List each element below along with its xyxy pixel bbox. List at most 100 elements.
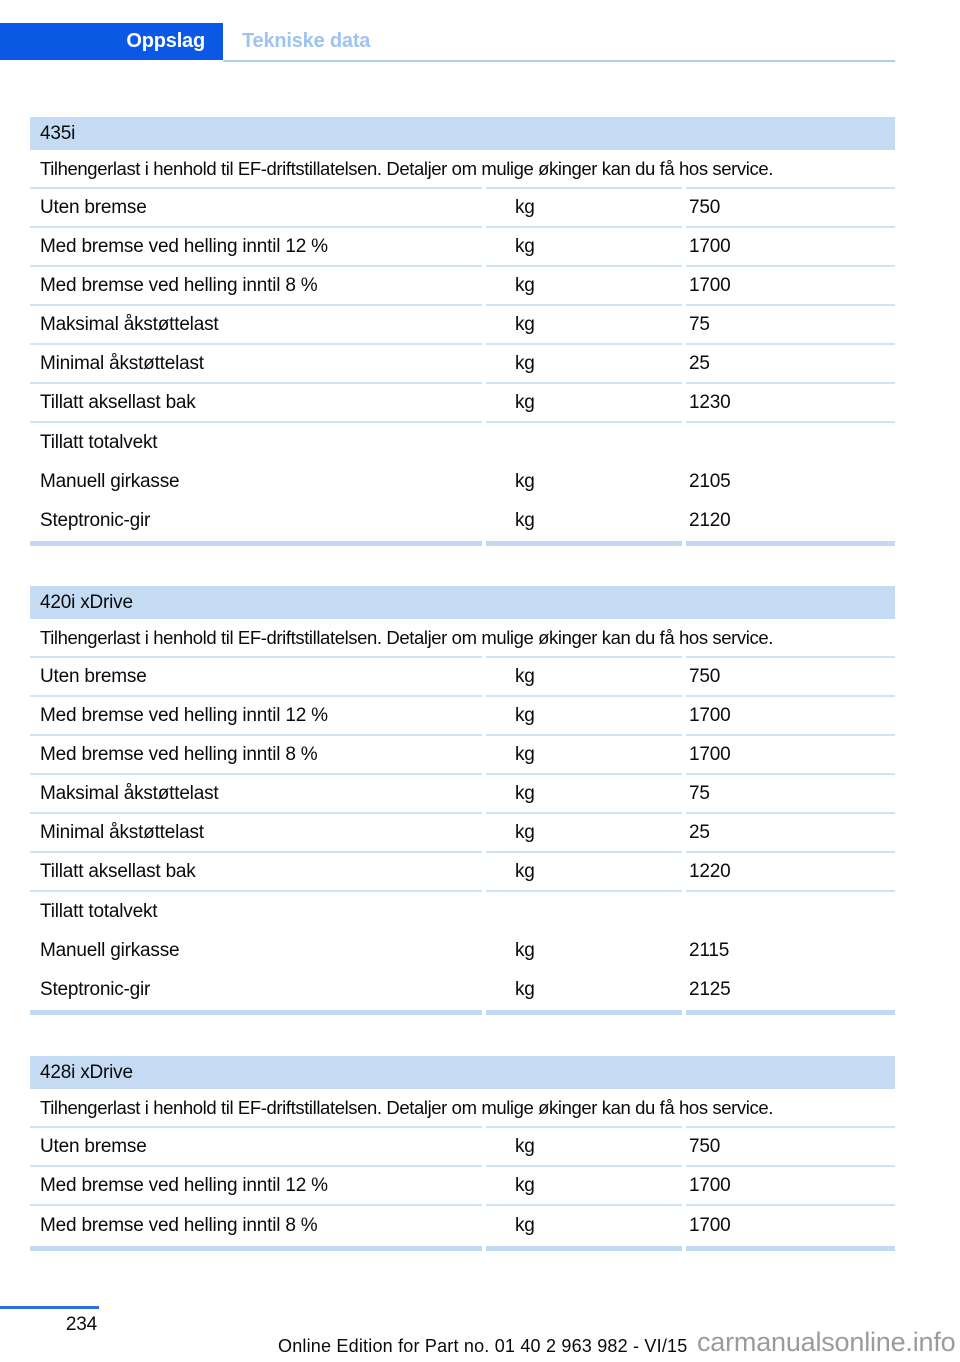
row-label: Tillatt totalvekt (40, 431, 158, 453)
row-value: 25 (686, 345, 895, 384)
table-title: 435i (30, 117, 895, 150)
page-number: 234 (65, 1314, 97, 1335)
row-value: 75 (686, 306, 895, 345)
row-label: Minimal åkstøttelast (30, 345, 482, 384)
table-intro-label: Tilhengerlast i henhold til EF-driftstil… (40, 626, 773, 648)
table-intro-row: Tilhengerlast i henhold til EF-driftstil… (30, 619, 895, 658)
table-end-bar-segment (686, 541, 895, 546)
table-intro-spacer (486, 1089, 682, 1128)
table-row: Uten bremse kg 750 (30, 189, 895, 228)
table-row: Med bremse ved helling inntil 12 % kg 1700 (30, 1167, 895, 1206)
watermark: carmanualsonline.info (697, 1327, 956, 1357)
tab-oppslag-label: Oppslag (126, 30, 205, 52)
table-row: Manuell girkasse kg 2115 (30, 931, 895, 970)
row-value: 1700 (686, 228, 895, 267)
table-row: Manuell girkasse kg 2105 (30, 462, 895, 501)
row-label: Uten bremse (30, 189, 482, 228)
section-title-tekniske-data: Tekniske data (242, 23, 370, 60)
table-intro-spacer (486, 150, 682, 189)
table-row: Minimal åkstøttelast kg 25 (30, 814, 895, 853)
row-unit: kg (486, 189, 682, 228)
row-value: 1700 (686, 697, 895, 736)
row-unit: kg (486, 1167, 682, 1206)
row-value: 1220 (686, 853, 895, 892)
row-value: 1230 (686, 384, 895, 423)
table-end-bar-segment (486, 541, 682, 546)
row-label: Maksimal åkstøttelast (30, 306, 482, 345)
row-value: 75 (686, 775, 895, 814)
table-row: Steptronic-gir kg 2125 (30, 970, 895, 1009)
row-unit: kg (486, 775, 682, 814)
table-end-bar-segment (686, 1246, 895, 1251)
row-value: 1700 (686, 1167, 895, 1206)
row-label: Manuell girkasse (40, 939, 180, 961)
row-label: Tillatt totalvekt (40, 900, 158, 922)
table-group-row: Tillatt totalvekt (30, 892, 895, 931)
row-value: 2120 (689, 509, 731, 531)
table-row: Maksimal åkstøttelast kg 75 (30, 306, 895, 345)
row-unit: kg (486, 306, 682, 345)
table-intro-row: Tilhengerlast i henhold til EF-driftstil… (30, 150, 895, 189)
table-end-bar-segment (30, 1246, 482, 1251)
table-row: Maksimal åkstøttelast kg 75 (30, 775, 895, 814)
row-label: Med bremse ved helling inntil 8 % (40, 1214, 318, 1236)
row-unit: kg (515, 939, 535, 961)
row-unit: kg (486, 384, 682, 423)
row-unit: kg (515, 509, 535, 531)
row-value (686, 423, 895, 462)
row-label: Med bremse ved helling inntil 12 % (30, 697, 482, 736)
row-label: Med bremse ved helling inntil 12 % (30, 1167, 482, 1206)
table-title: 420i xDrive (30, 586, 895, 619)
header-underline (223, 60, 895, 62)
row-label: Uten bremse (30, 1128, 482, 1167)
row-value: 750 (686, 1128, 895, 1167)
row-label: Tillatt aksellast bak (30, 384, 482, 423)
table-end-bar-segment (486, 1010, 682, 1015)
row-unit (486, 423, 682, 462)
row-label: Steptronic-gir (40, 509, 151, 531)
table-row: Uten bremse kg 750 (30, 1128, 895, 1167)
table-row: Med bremse ved helling inntil 12 % kg 1700 (30, 697, 895, 736)
row-unit: kg (515, 470, 535, 492)
table-end-bar-segment (30, 541, 482, 546)
table-group-row: Tillatt totalvekt (30, 423, 895, 462)
row-value: 2115 (689, 939, 730, 961)
row-value: 2105 (689, 470, 731, 492)
table-row: Med bremse ved helling inntil 8 % kg 1700 (30, 736, 895, 775)
section-title-label: Tekniske data (242, 30, 371, 52)
table-end-bar-segment (30, 1010, 482, 1015)
row-unit: kg (515, 1214, 535, 1236)
table-intro-label: Tilhengerlast i henhold til EF-driftstil… (40, 1096, 773, 1118)
table-row: Tillatt aksellast bak kg 1220 (30, 853, 895, 892)
row-value: 1700 (686, 267, 895, 306)
table-row: Med bremse ved helling inntil 8 % kg 1700 (30, 267, 895, 306)
row-value: 750 (686, 189, 895, 228)
row-unit: kg (486, 228, 682, 267)
table-end-bar-segment (686, 1010, 895, 1015)
row-unit: kg (486, 814, 682, 853)
table-intro-spacer (486, 619, 682, 658)
table-intro-text: Tilhengerlast i henhold til EF-driftstil… (30, 150, 773, 189)
row-label: Med bremse ved helling inntil 8 % (30, 267, 482, 306)
row-unit: kg (486, 697, 682, 736)
table-row: Tillatt aksellast bak kg 1230 (30, 384, 895, 423)
row-value: 1700 (689, 1214, 731, 1236)
table-row: Minimal åkstøttelast kg 25 (30, 345, 895, 384)
row-value: 750 (686, 658, 895, 697)
row-value: 2125 (689, 978, 731, 1000)
row-value: 25 (686, 814, 895, 853)
row-unit: kg (486, 853, 682, 892)
table-title: 428i xDrive (30, 1056, 895, 1089)
spec-table: 420i xDrive Tilhengerlast i henhold til E… (30, 586, 895, 1015)
row-label: Manuell girkasse (40, 470, 180, 492)
row-label: Med bremse ved helling inntil 8 % (30, 736, 482, 775)
tab-oppslag: Oppslag (0, 23, 223, 60)
row-label: Steptronic-gir (40, 978, 151, 1000)
spec-table: 435i Tilhengerlast i henhold til EF-drift… (30, 117, 895, 546)
table-end-bar (30, 541, 895, 546)
table-end-bar (30, 1246, 895, 1251)
table-intro-text: Tilhengerlast i henhold til EF-driftstil… (30, 1089, 773, 1128)
table-intro-text: Tilhengerlast i henhold til EF-driftstil… (30, 619, 773, 658)
row-label: Minimal åkstøttelast (30, 814, 482, 853)
